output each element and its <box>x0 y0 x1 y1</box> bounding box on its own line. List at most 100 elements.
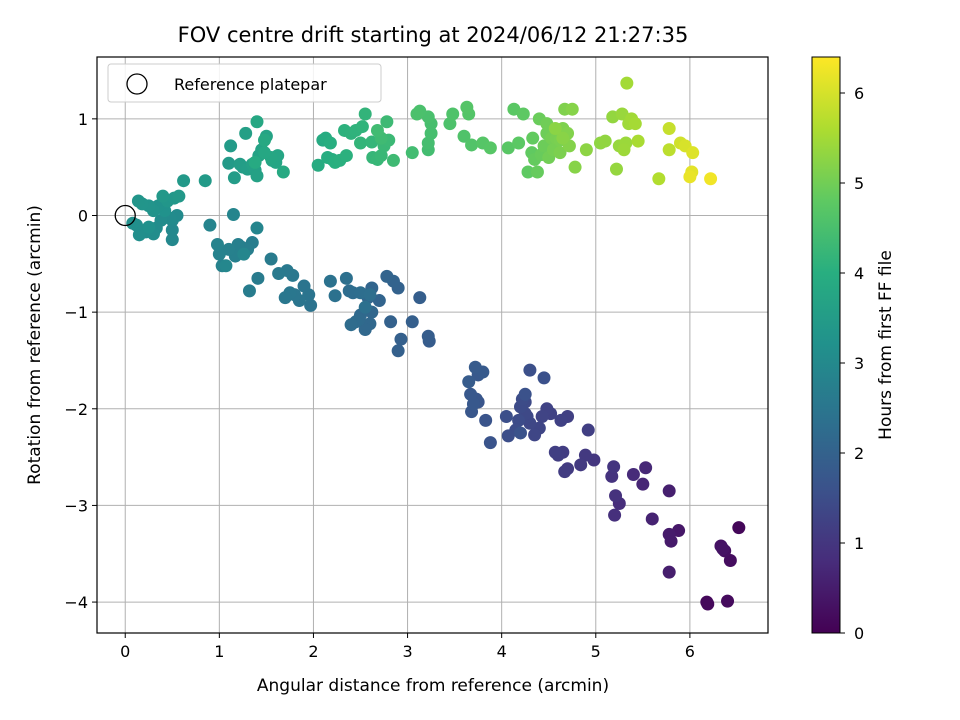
scatter-point <box>258 133 272 147</box>
reference-point-marker <box>114 204 136 227</box>
scatter-point <box>142 220 156 234</box>
scatter-point <box>328 289 342 303</box>
scatter-point <box>276 165 290 179</box>
scatter-point <box>662 565 676 579</box>
scatter-point <box>226 208 240 222</box>
scatter-point <box>323 274 337 288</box>
scatter-point <box>565 102 579 116</box>
scatter-point <box>258 146 272 160</box>
scatter-point <box>355 120 369 134</box>
x-tick-label: 1 <box>214 642 224 661</box>
scatter-point <box>652 172 666 186</box>
colorbar-label: Hours from first FF file <box>876 250 896 440</box>
scatter-point <box>391 344 405 358</box>
scatter-point <box>339 149 353 163</box>
scatter-point <box>499 410 513 424</box>
scatter-point <box>405 146 419 160</box>
scatter-point <box>574 458 588 472</box>
scatter-point <box>177 174 191 188</box>
scatter-point <box>156 189 170 203</box>
scatter-point <box>483 141 497 155</box>
scatter-point <box>716 542 730 556</box>
scatter-point <box>462 375 476 389</box>
colorbar-tick-label: 2 <box>854 444 864 463</box>
scatter-point <box>380 115 394 129</box>
scatter-point <box>662 484 676 498</box>
x-axis-label: Angular distance from reference (arcmin) <box>257 676 609 696</box>
x-tick-label: 3 <box>402 642 412 661</box>
scatter-point <box>394 332 408 346</box>
scatter-point <box>548 445 562 459</box>
scatter-point <box>424 126 438 140</box>
scatter-point <box>662 143 676 157</box>
scatter-point <box>251 271 265 285</box>
scatter-point <box>239 126 253 140</box>
y-tick-label: −1 <box>64 303 88 322</box>
scatter-point <box>468 360 482 374</box>
y-tick-label: 1 <box>78 110 88 129</box>
scatter-point <box>219 259 233 273</box>
scatter-point <box>405 315 419 329</box>
scatter-point <box>165 233 179 247</box>
scatter-point <box>413 291 427 305</box>
scatter-point <box>605 469 619 483</box>
scatter-point <box>172 189 186 203</box>
scatter-point <box>608 508 622 522</box>
scatter-point <box>721 594 735 608</box>
scatter-point <box>248 155 262 169</box>
scatter-point <box>579 143 593 157</box>
x-tick-label: 0 <box>120 642 130 661</box>
scatter-point <box>537 371 551 385</box>
scatter-point <box>662 527 676 541</box>
y-tick-label: −4 <box>64 593 88 612</box>
colorbar-tick-label: 3 <box>854 354 864 373</box>
scatter-point <box>131 194 145 208</box>
scatter-point <box>732 521 746 535</box>
scatter-point <box>358 107 372 121</box>
scatter-point <box>304 298 318 312</box>
scatter-point <box>626 468 640 482</box>
colorbar-tick-label: 5 <box>854 174 864 193</box>
y-tick-label: 0 <box>78 206 88 225</box>
scatter-point <box>501 429 515 443</box>
scatter-point <box>683 170 697 184</box>
scatter-point <box>323 136 337 150</box>
scatter-point <box>250 221 264 235</box>
scatter-point <box>339 271 353 285</box>
scatter-point <box>512 136 526 150</box>
scatter-point <box>354 136 368 150</box>
scatter-point <box>297 279 311 293</box>
scatter-point <box>554 413 568 427</box>
x-tick-label: 4 <box>497 642 507 661</box>
scatter-point <box>535 410 549 424</box>
scatter-point <box>479 413 493 427</box>
scatter-point <box>457 129 471 143</box>
scatter-point <box>222 156 236 170</box>
scatter-point <box>521 165 535 179</box>
colorbar-tick-label: 0 <box>854 624 864 643</box>
y-tick-label: −3 <box>64 496 88 515</box>
legend: Reference platepar <box>107 63 382 103</box>
colorbar: 0 1 2 3 4 5 6 Hours from first FF file <box>811 56 896 643</box>
scatter-point <box>558 465 572 479</box>
colorbar-gradient <box>812 57 840 633</box>
chart-title: FOV centre drift starting at 2024/06/12 … <box>178 23 689 47</box>
scatter-point <box>344 318 358 332</box>
x-axis-ticks: 0 1 2 3 4 5 6 <box>120 633 695 661</box>
plot-frame <box>96 56 769 634</box>
scatter-point <box>380 269 394 283</box>
scatter-point <box>311 158 325 172</box>
scatter-point <box>639 461 653 475</box>
scatter-point <box>460 100 474 114</box>
scatter-point <box>250 115 264 129</box>
scatter-point <box>609 489 623 503</box>
scatter-point <box>518 387 532 401</box>
scatter-point <box>526 131 540 145</box>
scatter-point <box>165 223 179 237</box>
scatter-point <box>662 122 676 136</box>
scatter-point <box>386 153 400 167</box>
scatter-point <box>210 237 224 251</box>
scatter-point <box>609 162 623 176</box>
scatter-point <box>237 247 251 261</box>
y-tick-label: −2 <box>64 400 88 419</box>
